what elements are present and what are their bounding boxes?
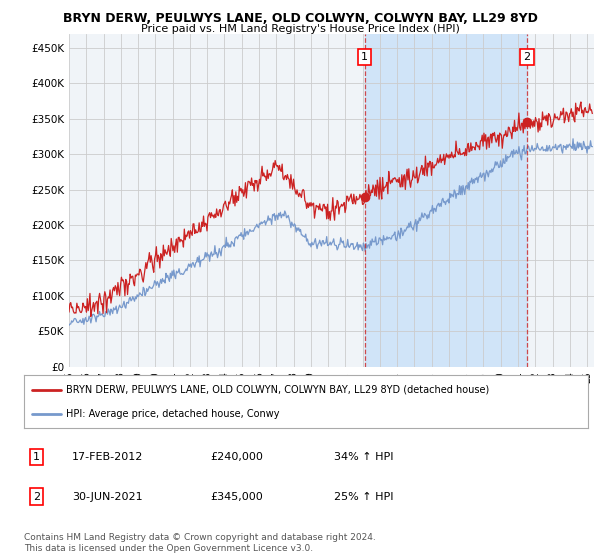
Text: 30-JUN-2021: 30-JUN-2021 [72,492,143,502]
Bar [365,34,527,367]
Text: Price paid vs. HM Land Registry's House Price Index (HPI): Price paid vs. HM Land Registry's House … [140,24,460,34]
Text: £240,000: £240,000 [210,452,263,462]
Text: BRYN DERW, PEULWYS LANE, OLD COLWYN, COLWYN BAY, LL29 8YD (detached house): BRYN DERW, PEULWYS LANE, OLD COLWYN, COL… [66,385,490,395]
Text: 34% ↑ HPI: 34% ↑ HPI [334,452,394,462]
Text: 2: 2 [33,492,40,502]
Text: 1: 1 [33,452,40,462]
Text: 25% ↑ HPI: 25% ↑ HPI [334,492,394,502]
Text: Contains HM Land Registry data © Crown copyright and database right 2024.
This d: Contains HM Land Registry data © Crown c… [24,533,376,553]
Text: £345,000: £345,000 [210,492,263,502]
Text: 17-FEB-2012: 17-FEB-2012 [72,452,143,462]
Text: 2: 2 [523,52,530,62]
Text: BRYN DERW, PEULWYS LANE, OLD COLWYN, COLWYN BAY, LL29 8YD: BRYN DERW, PEULWYS LANE, OLD COLWYN, COL… [62,12,538,25]
Text: 1: 1 [361,52,368,62]
Text: HPI: Average price, detached house, Conwy: HPI: Average price, detached house, Conw… [66,409,280,419]
